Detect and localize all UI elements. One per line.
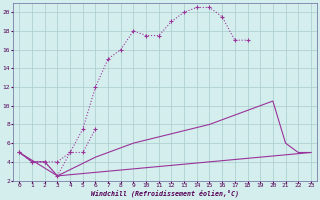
X-axis label: Windchill (Refroidissement éolien,°C): Windchill (Refroidissement éolien,°C)	[91, 190, 239, 197]
